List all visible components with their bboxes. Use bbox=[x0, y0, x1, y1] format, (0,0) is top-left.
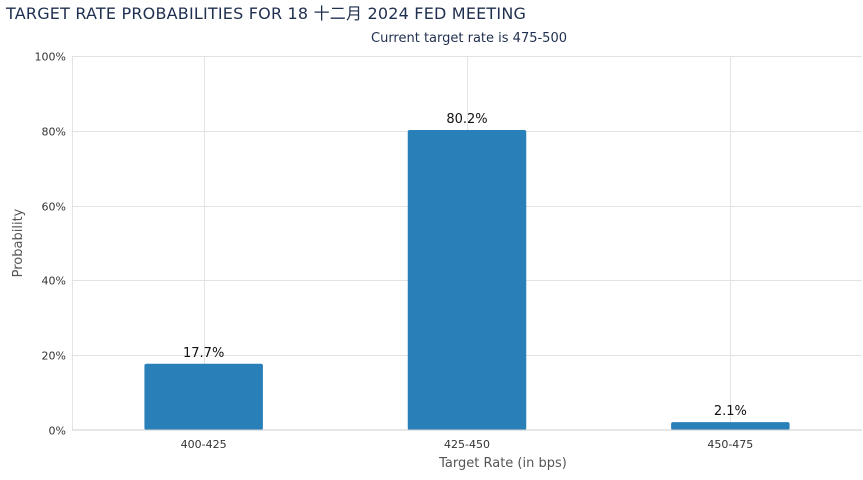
y-tick-label: 20% bbox=[42, 350, 66, 363]
bar-400-425[interactable] bbox=[144, 363, 263, 430]
y-tick-label: 100% bbox=[35, 51, 66, 64]
y-axis-ticks: 0% 20% 40% 60% 80% 100% bbox=[35, 51, 66, 438]
y-tick-label: 40% bbox=[42, 275, 66, 288]
chart-title: TARGET RATE PROBABILITIES FOR 18 十二月 202… bbox=[5, 4, 526, 23]
x-tick-label: 400-425 bbox=[181, 438, 227, 451]
y-tick-label: 80% bbox=[42, 126, 66, 139]
bars bbox=[144, 130, 790, 430]
x-axis-ticks: 400-425 425-450 450-475 bbox=[181, 438, 754, 451]
x-tick-label: 450-475 bbox=[707, 438, 753, 451]
x-tick-label: 425-450 bbox=[444, 438, 490, 451]
data-label-400-425: 17.7% bbox=[183, 346, 224, 361]
data-label-425-450: 80.2% bbox=[446, 112, 487, 127]
chart-subtitle: Current target rate is 475-500 bbox=[371, 31, 567, 46]
y-tick-label: 0% bbox=[49, 425, 66, 438]
data-labels: 17.7% 80.2% 2.1% bbox=[183, 112, 747, 419]
y-axis-title: Probability bbox=[11, 208, 26, 277]
y-tick-label: 60% bbox=[42, 201, 66, 214]
bar-425-450[interactable] bbox=[407, 130, 527, 430]
x-axis-title: Target Rate (in bps) bbox=[438, 456, 567, 471]
bar-450-475[interactable] bbox=[671, 422, 790, 430]
data-label-450-475: 2.1% bbox=[714, 404, 747, 419]
